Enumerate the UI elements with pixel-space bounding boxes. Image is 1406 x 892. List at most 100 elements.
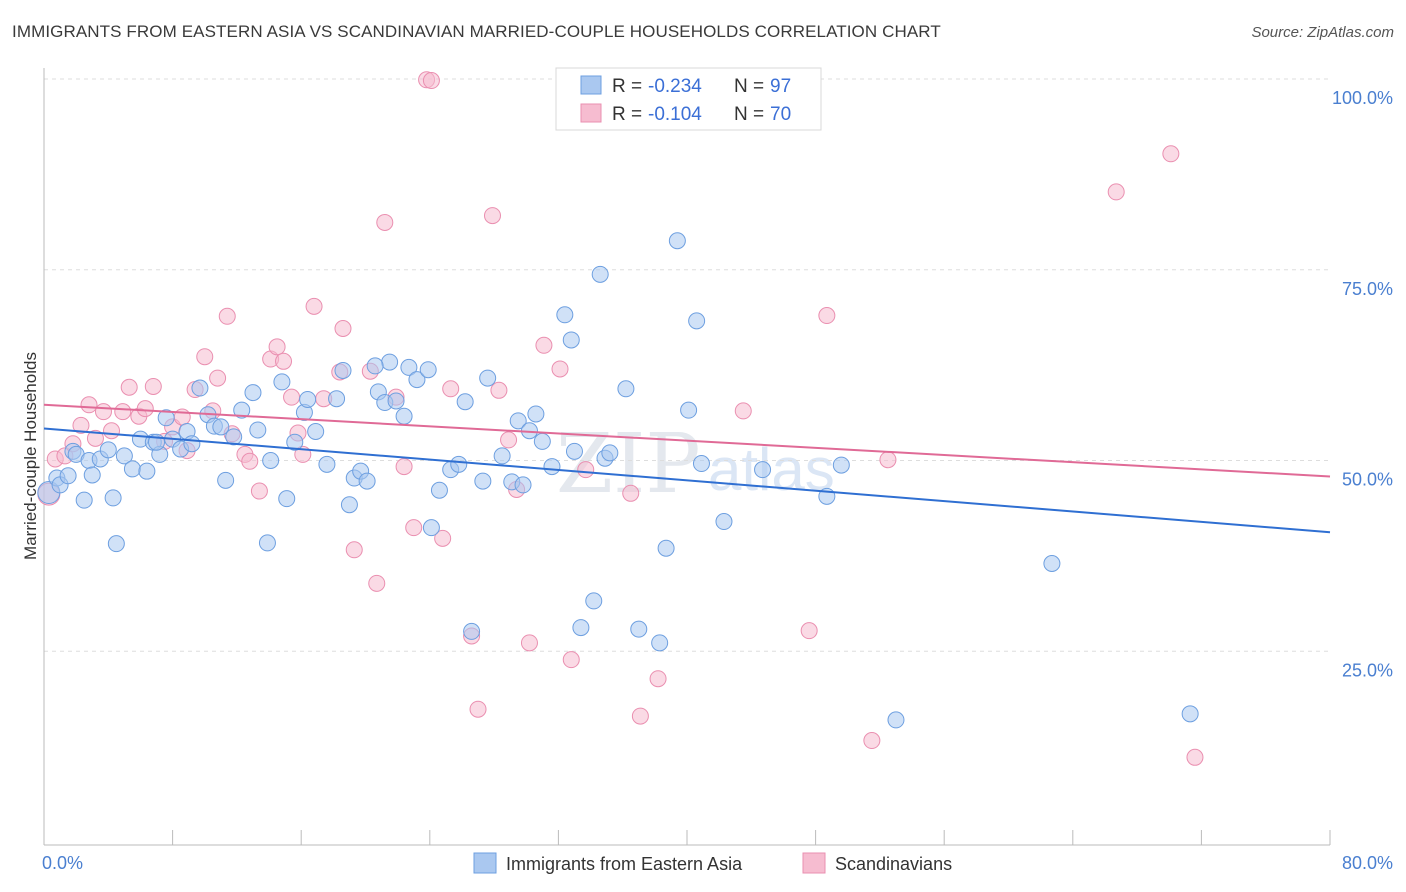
eastern-asia-point-64 bbox=[493, 447, 511, 465]
scandinavians-point-50 bbox=[483, 207, 501, 225]
scandinavians-point-26 bbox=[250, 482, 268, 500]
legend-n-value-2: 70 bbox=[770, 104, 791, 125]
y-tick-label-25: 25.0% bbox=[1342, 660, 1393, 680]
eastern-asia-point-57 bbox=[430, 481, 448, 499]
legend-swatch-scandinavians bbox=[580, 103, 602, 123]
eastern-asia-point-42 bbox=[328, 390, 346, 408]
scandinavians-point-67 bbox=[1107, 183, 1125, 201]
source-label: Source: ZipAtlas.com bbox=[1251, 24, 1394, 41]
scandinavians-point-12 bbox=[136, 400, 154, 418]
eastern-asia-point-69 bbox=[527, 405, 545, 423]
scandinavians-point-6 bbox=[86, 429, 104, 447]
eastern-asia-point-59 bbox=[450, 455, 468, 473]
scandinavians-point-39 bbox=[368, 574, 386, 592]
eastern-asia-point-72 bbox=[556, 306, 574, 324]
bottom-legend-swatch-scandinavians bbox=[802, 852, 826, 874]
y-tick-label-100: 100.0% bbox=[1332, 88, 1393, 108]
x-tick-label-min: 0.0% bbox=[42, 853, 83, 873]
scandinavians-point-5 bbox=[80, 396, 98, 414]
eastern-asia-point-75 bbox=[572, 619, 590, 637]
scandinavians-point-25 bbox=[241, 452, 259, 470]
eastern-asia-point-44 bbox=[340, 496, 358, 514]
eastern-asia-point-40 bbox=[307, 423, 325, 441]
scandinavians-point-43 bbox=[405, 519, 423, 537]
eastern-asia-point-24 bbox=[191, 379, 209, 397]
eastern-asia-point-13 bbox=[115, 447, 133, 465]
eastern-asia-point-81 bbox=[630, 620, 648, 638]
eastern-asia-point-56 bbox=[422, 519, 440, 537]
eastern-asia-point-85 bbox=[680, 401, 698, 419]
legend-swatch-eastern-asia bbox=[580, 75, 602, 95]
legend-r-label-1: R = bbox=[612, 76, 642, 97]
scandinavians-point-59 bbox=[622, 484, 640, 502]
eastern-asia-point-39 bbox=[299, 390, 317, 408]
legend-n-value-1: 97 bbox=[770, 76, 791, 97]
eastern-asia-point-63 bbox=[479, 369, 497, 387]
scandinavians-point-55 bbox=[535, 336, 553, 354]
scandinavians-point-49 bbox=[469, 700, 487, 718]
scandinavians-point-4 bbox=[72, 416, 90, 434]
scandinavians-point-47 bbox=[442, 380, 460, 398]
eastern-asia-point-78 bbox=[601, 444, 619, 462]
eastern-asia-point-36 bbox=[278, 490, 296, 508]
eastern-asia-point-6 bbox=[75, 491, 93, 509]
eastern-asia-point-14 bbox=[123, 460, 141, 478]
eastern-asia-point-70 bbox=[533, 432, 551, 450]
eastern-asia-point-66 bbox=[509, 412, 527, 430]
eastern-asia-point-31 bbox=[244, 384, 262, 402]
eastern-asia-point-55 bbox=[419, 361, 437, 379]
eastern-asia-point-87 bbox=[692, 455, 710, 473]
x-tick-label-max: 80.0% bbox=[1342, 853, 1393, 873]
eastern-asia-point-33 bbox=[258, 534, 276, 552]
scandinavians-point-63 bbox=[800, 622, 818, 640]
trend-line-scandinavians bbox=[43, 403, 1331, 478]
eastern-asia-point-10 bbox=[99, 441, 117, 459]
eastern-asia-point-43 bbox=[334, 361, 352, 379]
bottom-legend: Immigrants from Eastern Asia Scandinavia… bbox=[473, 852, 952, 874]
eastern-asia-point-50 bbox=[381, 353, 399, 371]
eastern-asia-point-88 bbox=[715, 513, 733, 531]
eastern-asia-point-3 bbox=[59, 467, 77, 485]
eastern-asia-point-82 bbox=[651, 634, 669, 652]
trend-line-eastern-asia bbox=[43, 427, 1331, 534]
scandinavians-point-36 bbox=[334, 320, 352, 338]
eastern-asia-point-37 bbox=[286, 433, 304, 451]
eastern-asia-point-47 bbox=[358, 472, 376, 490]
scandinavians-point-10 bbox=[120, 378, 138, 396]
scandinavians-point-13 bbox=[144, 377, 162, 395]
eastern-asia-point-53 bbox=[400, 358, 418, 376]
eastern-asia-point-60 bbox=[456, 393, 474, 411]
eastern-asia-point-54 bbox=[408, 371, 426, 389]
y-tick-label-75: 75.0% bbox=[1342, 279, 1393, 299]
scandinavians-point-30 bbox=[283, 388, 301, 406]
y-axis-tick-labels: 25.0% 50.0% 75.0% 100.0% bbox=[1332, 88, 1393, 680]
scandinavians-point-60 bbox=[631, 707, 649, 725]
eastern-asia-point-8 bbox=[83, 466, 101, 484]
eastern-asia-point-86 bbox=[688, 312, 706, 330]
scandinavians-point-58 bbox=[577, 461, 595, 479]
scandinavians-point-66 bbox=[879, 451, 897, 469]
eastern-asia-point-79 bbox=[617, 380, 635, 398]
bottom-legend-label-eastern-asia: Immigrants from Eastern Asia bbox=[506, 854, 743, 874]
eastern-asia-point-51 bbox=[387, 392, 405, 410]
scandinavians-point-19 bbox=[196, 348, 214, 366]
eastern-asia-point-41 bbox=[318, 455, 336, 473]
eastern-asia-point-52 bbox=[395, 407, 413, 425]
scandinavians-point-61 bbox=[649, 670, 667, 688]
series-eastern-asia-points bbox=[37, 232, 1199, 729]
legend-r-value-1: -0.234 bbox=[648, 76, 702, 97]
eastern-asia-point-94 bbox=[1181, 705, 1199, 723]
eastern-asia-point-74 bbox=[562, 331, 580, 349]
legend-r-label-2: R = bbox=[612, 104, 642, 125]
eastern-asia-point-83 bbox=[657, 539, 675, 557]
eastern-asia-point-19 bbox=[157, 409, 175, 427]
scandinavians-point-7 bbox=[94, 403, 112, 421]
eastern-asia-point-76 bbox=[585, 592, 603, 610]
eastern-asia-point-93 bbox=[1043, 555, 1061, 573]
scandinavians-point-64 bbox=[818, 307, 836, 325]
y-tick-label-50: 50.0% bbox=[1342, 470, 1393, 490]
gridlines bbox=[44, 78, 1330, 652]
scandinavians-point-45 bbox=[422, 72, 440, 90]
eastern-asia-point-12 bbox=[107, 535, 125, 553]
